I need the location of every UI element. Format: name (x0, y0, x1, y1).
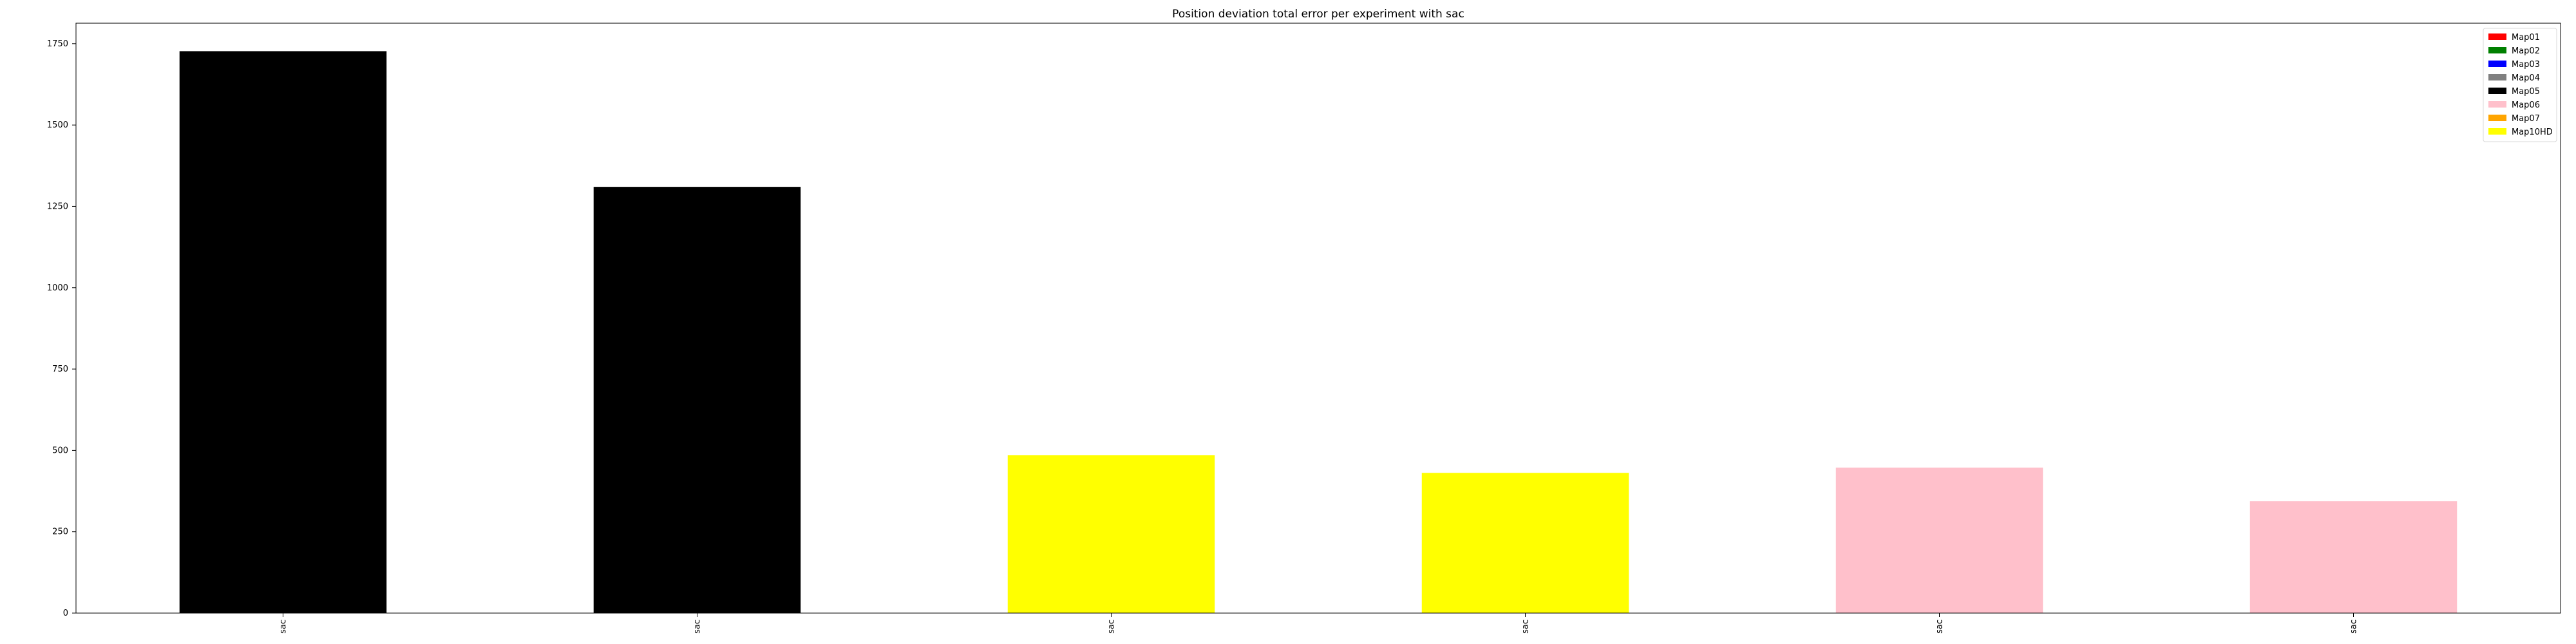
y-tick-label: 1500 (47, 120, 68, 130)
y-tick-label: 250 (52, 527, 68, 537)
bar (179, 51, 387, 614)
legend-frame (2483, 28, 2557, 142)
legend-label: Map10HD (2512, 128, 2553, 137)
bar (1421, 473, 1629, 613)
legend-swatch (2488, 61, 2506, 67)
bar (1007, 455, 1215, 613)
x-tick-label: sac (1107, 620, 1117, 634)
y-tick-label: 1750 (47, 39, 68, 49)
legend-swatch (2488, 101, 2506, 108)
legend: Map01 Map02 Map03 Map04 Map05 Map06 Map07 Map10… (2483, 28, 2557, 142)
bar (1835, 468, 2043, 613)
bar (593, 187, 801, 613)
bars (179, 51, 2458, 614)
legend-label: Map05 (2512, 87, 2540, 97)
x-axis: sac sac sac sac sac sac (279, 613, 2359, 634)
legend-label: Map01 (2512, 33, 2540, 43)
y-tick-label: 0 (63, 609, 68, 618)
legend-label: Map03 (2512, 60, 2540, 70)
legend-swatch (2488, 33, 2506, 40)
bar (2249, 501, 2458, 613)
legend-swatch (2488, 128, 2506, 135)
x-tick-label: sac (279, 620, 289, 634)
y-tick-label: 750 (52, 365, 68, 374)
legend-swatch (2488, 88, 2506, 94)
x-tick-label: sac (1521, 620, 1531, 634)
legend-swatch (2488, 74, 2506, 80)
legend-label: Map07 (2512, 114, 2540, 124)
y-axis: 0 250 500 750 1000 1250 1500 1750 (47, 39, 76, 618)
legend-label: Map02 (2512, 46, 2540, 56)
y-tick-label: 1250 (47, 202, 68, 211)
legend-swatch (2488, 115, 2506, 121)
plot-frame (75, 23, 2561, 614)
y-tick-label: 500 (52, 446, 68, 455)
legend-label: Map04 (2512, 73, 2540, 83)
chart-title: Position deviation total error per exper… (1172, 8, 1464, 21)
x-tick-label: sac (693, 620, 703, 634)
legend-label: Map06 (2512, 100, 2540, 110)
x-tick-label: sac (2349, 620, 2359, 634)
y-tick-label: 1000 (47, 283, 68, 293)
legend-swatch (2488, 47, 2506, 53)
x-tick-label: sac (1935, 620, 1945, 634)
